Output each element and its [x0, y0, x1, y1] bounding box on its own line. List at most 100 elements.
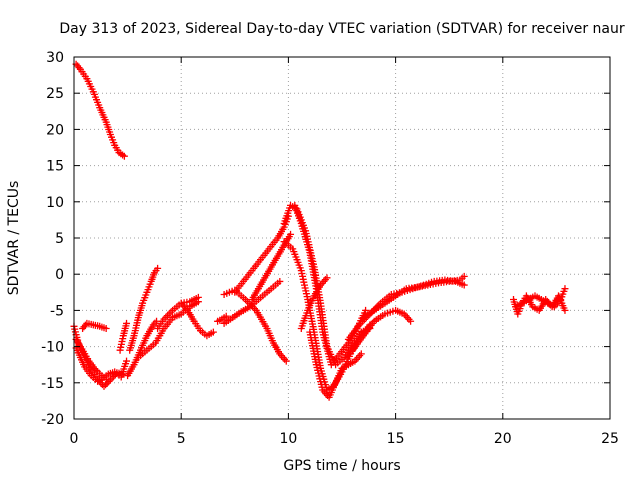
data-point — [209, 328, 217, 336]
data-marker-run — [359, 308, 376, 322]
data-marker-run — [370, 301, 387, 314]
data-marker-run — [149, 319, 159, 329]
data-marker-run — [220, 287, 236, 298]
data-marker-run — [257, 247, 271, 264]
data-point — [357, 350, 365, 358]
data-marker-run — [317, 276, 329, 289]
series-track-8 — [126, 264, 162, 354]
data-marker-run — [214, 316, 224, 325]
data-point — [194, 293, 202, 301]
data-marker-run — [370, 312, 387, 325]
series-track-11 — [177, 299, 217, 340]
data-marker-run — [263, 283, 277, 296]
data-marker-run — [274, 243, 287, 260]
data-marker-run — [381, 307, 397, 318]
data-marker-run — [518, 297, 530, 307]
data-marker-run — [143, 341, 157, 354]
data-marker-run — [254, 276, 267, 293]
x-tick-label: 15 — [387, 431, 405, 447]
data-marker-run — [351, 352, 364, 365]
data-marker-run — [248, 287, 261, 303]
data-marker-run — [94, 368, 104, 378]
data-marker-run — [115, 149, 127, 159]
y-tick-label: 0 — [55, 267, 64, 283]
data-marker-run — [72, 344, 83, 359]
y-tick-label: -20 — [41, 412, 64, 428]
data-marker-run — [96, 104, 109, 124]
data-point — [287, 230, 295, 238]
series-track-3 — [72, 344, 131, 385]
data-marker-run — [147, 271, 158, 285]
data-point — [120, 152, 128, 160]
data-marker-run — [186, 299, 200, 311]
data-marker-run — [203, 329, 215, 340]
data-marker-run — [276, 350, 289, 363]
data-marker-run — [104, 369, 117, 378]
data-marker-run — [169, 301, 183, 314]
data-marker-run — [124, 363, 137, 380]
data-marker-run — [280, 238, 294, 251]
data-marker-run — [306, 328, 320, 366]
data-marker-run — [310, 328, 324, 369]
x-tick-label: 20 — [494, 431, 512, 447]
data-marker-run — [143, 323, 156, 340]
data-marker-run — [317, 364, 330, 391]
data-marker-run — [267, 254, 280, 271]
data-marker-run — [557, 287, 568, 303]
data-layer — [70, 60, 569, 401]
data-marker-run — [229, 309, 243, 322]
data-marker-run — [323, 384, 335, 394]
y-tick-label: -10 — [41, 340, 64, 356]
data-marker-run — [297, 267, 311, 301]
data-marker-run — [304, 294, 317, 314]
data-point — [323, 274, 331, 282]
x-tick-label: 10 — [279, 431, 297, 447]
data-marker-run — [529, 303, 541, 313]
data-marker-run — [72, 60, 83, 72]
data-marker-run — [332, 367, 345, 387]
data-marker-run — [332, 355, 346, 369]
data-point — [276, 277, 284, 285]
data-marker-run — [336, 341, 351, 358]
data-point — [561, 306, 569, 314]
data-marker-run — [261, 265, 274, 282]
data-marker-run — [85, 357, 96, 369]
series-track-19 — [280, 238, 374, 394]
data-marker-run — [106, 131, 118, 147]
series-track-20 — [306, 328, 365, 401]
data-marker-run — [126, 334, 137, 354]
data-marker-run — [252, 306, 270, 330]
series-track-1 — [72, 60, 128, 160]
data-marker-run — [102, 118, 114, 136]
y-axis: -20 -15 -10 -5 0 5 10 15 20 25 30 — [41, 50, 610, 428]
data-marker-run — [111, 368, 123, 379]
data-marker-run — [319, 328, 335, 366]
data-marker-run — [83, 319, 95, 328]
data-marker-run — [190, 317, 203, 332]
data-point — [561, 285, 569, 293]
data-point — [153, 317, 161, 325]
data-point — [123, 357, 131, 365]
data-marker-run — [137, 334, 150, 354]
data-marker-run — [83, 75, 96, 93]
data-marker-run — [400, 310, 413, 323]
series-track-9 — [134, 298, 202, 361]
series-track-12 — [214, 312, 230, 325]
data-marker-run — [263, 325, 276, 345]
data-marker-run — [72, 335, 83, 348]
series-track-24 — [349, 306, 415, 354]
data-marker-run — [169, 311, 183, 322]
data-marker-run — [242, 296, 258, 313]
data-point — [102, 375, 110, 383]
series-track-26 — [512, 285, 569, 311]
data-marker-run — [197, 327, 209, 338]
data-marker-run — [327, 352, 342, 369]
data-marker-run — [340, 341, 355, 361]
data-marker-run — [184, 306, 197, 323]
y-tick-label: -5 — [50, 303, 64, 319]
data-marker-run — [116, 335, 127, 354]
data-marker-run — [152, 327, 167, 347]
y-tick-label: 20 — [46, 122, 64, 138]
y-tick-label: 5 — [55, 231, 64, 247]
data-marker-run — [274, 225, 287, 242]
